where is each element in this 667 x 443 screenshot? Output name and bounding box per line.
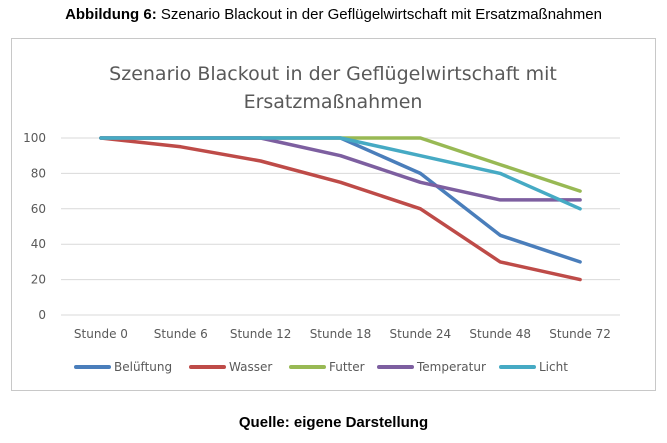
legend-label: Temperatur [416,360,486,374]
legend-label: Licht [539,360,568,374]
figure-source: Quelle: eigene Darstellung [238,414,429,431]
y-tick-label: 80 [31,166,46,180]
figure-caption: Abbildung 6: Szenario Blackout in der Ge… [65,6,602,23]
legend-label: Wasser [229,360,272,374]
y-tick-label: 60 [31,202,46,216]
legend-label: Belüftung [114,360,172,374]
x-tick-label: Stunde 6 [154,327,208,341]
y-tick-label: 0 [38,308,46,322]
x-tick-label: Stunde 0 [74,327,128,341]
series-line-wasser [99,136,582,282]
series-lines [99,136,582,282]
figure-number: Abbildung 6 [65,6,152,23]
legend-label: Futter [329,360,365,374]
x-tick-label: Stunde 12 [230,327,292,341]
chart-title-line2: Ersatzmaßnahmen [244,91,423,113]
figure-caption-text: Szenario Blackout in der Geflügelwirtsch… [156,6,602,23]
x-tick-label: Stunde 48 [469,327,531,341]
chart-title-line1: Szenario Blackout in der Geflügelwirtsch… [109,63,557,85]
legend: Belüftung Wasser Futter Temperatur Licht [74,360,568,374]
y-tick-label: 40 [31,237,46,251]
y-tick-label: 100 [23,131,46,145]
line-chart: Szenario Blackout in der Geflügelwirtsch… [23,63,620,374]
x-axis-tick-labels: Stunde 0 Stunde 6 Stunde 12 Stunde 18 Stunde… [74,327,611,341]
x-tick-label: Stunde 24 [390,327,452,341]
series-line-licht [99,136,582,211]
gridlines [61,137,620,316]
y-tick-label: 20 [31,273,46,287]
x-tick-label: Stunde 18 [310,327,372,341]
x-tick-label: Stunde 72 [549,327,611,341]
chart-frame: Szenario Blackout in der Geflügelwirtsch… [11,38,656,391]
y-axis-tick-labels: 0 20 40 60 80 100 [23,131,46,322]
